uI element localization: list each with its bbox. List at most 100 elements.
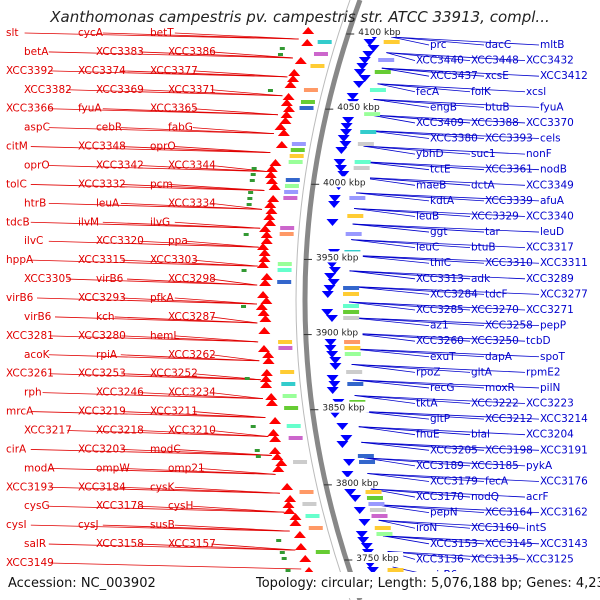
gene-label-right: leuD <box>540 226 564 238</box>
feature-marker <box>276 539 282 542</box>
gene-label-right: dapA <box>485 351 513 363</box>
label-connector-right <box>381 67 485 77</box>
gene-label-right: XCC3289 <box>526 273 574 285</box>
kbp-label-bg <box>335 101 385 113</box>
label-connector-right <box>349 317 540 326</box>
reverse-gene-arrow <box>337 171 350 178</box>
forward-gene-arrow <box>275 459 288 466</box>
gene-label-left: modC <box>150 443 181 455</box>
label-connector-left <box>48 240 259 248</box>
feature-box <box>365 490 382 494</box>
label-connector-right <box>391 36 540 46</box>
feature-box <box>343 304 360 308</box>
gene-label-right: prc <box>430 39 447 51</box>
feature-box <box>302 502 317 506</box>
gene-label-right: fyuA <box>540 101 564 113</box>
label-connector-left <box>30 411 266 418</box>
gene-label-left: XCC3374 <box>78 65 126 77</box>
forward-gene-arrow <box>275 141 288 148</box>
gene-label-right: afuA <box>540 195 565 207</box>
genome-backbone-inner <box>295 0 351 600</box>
gene-label-left: cebR <box>96 122 122 134</box>
label-connector-right <box>364 457 471 467</box>
gene-label-left: rpiA <box>96 349 118 361</box>
gene-label-left: XCC3281 <box>6 330 54 342</box>
gene-label-right: XCC3198 <box>485 444 533 456</box>
gene-label-left: XCC3371 <box>168 84 216 96</box>
label-connector-left <box>193 70 288 78</box>
label-connector-right <box>370 488 526 498</box>
forward-gene-arrow <box>289 519 302 526</box>
reverse-gene-arrow <box>329 411 342 418</box>
label-connector-left <box>48 51 293 59</box>
feature-track <box>241 27 404 574</box>
label-connector-left <box>121 184 265 191</box>
gene-label-right: thiC <box>430 257 451 269</box>
gene-label-right: leuC <box>416 242 439 254</box>
feature-box <box>288 160 303 164</box>
gene-label-right: XCC3136 <box>416 553 464 565</box>
feature-box <box>369 88 386 92</box>
label-connector-right <box>363 145 526 155</box>
label-connector-left <box>30 259 258 267</box>
gene-label-right: blal <box>471 429 490 441</box>
label-connector-left <box>49 335 259 343</box>
gene-label-right: XCC3284 <box>430 288 478 300</box>
feature-box <box>280 226 295 230</box>
gene-label-left: kch <box>96 311 115 323</box>
label-connector-left <box>174 449 272 456</box>
label-connector-left <box>174 335 259 343</box>
feature-box <box>315 550 330 554</box>
label-connector-left <box>121 411 266 418</box>
label-connector-left <box>174 146 271 153</box>
forward-gene-arrow <box>302 27 315 34</box>
label-connector-left <box>30 184 265 191</box>
feature-box <box>278 340 293 344</box>
gene-label-left: aspC <box>24 122 50 134</box>
forward-gene-arrow <box>262 357 275 364</box>
label-connector-left <box>139 392 263 400</box>
feature-box <box>387 568 404 572</box>
kbp-label: 4050 kbp <box>337 103 380 113</box>
feature-box <box>291 142 306 146</box>
gene-label-right: pykA <box>526 460 553 472</box>
label-connector-left <box>211 543 296 551</box>
label-connector-right <box>361 441 430 451</box>
feature-box <box>277 280 292 284</box>
forward-gene-arrow <box>272 465 285 472</box>
label-connector-right <box>349 270 416 280</box>
feature-box <box>279 232 294 236</box>
reverse-gene-arrow <box>333 159 346 166</box>
reverse-gene-arrow <box>355 531 368 538</box>
gene-label-left: virB6 <box>6 292 34 304</box>
gene-label-left: cysI <box>6 519 27 531</box>
gene-label-left: virB6 <box>24 311 52 323</box>
reverse-gene-arrow <box>358 519 371 526</box>
gene-label-left: mrcA <box>6 406 34 418</box>
label-connector-right <box>352 379 430 389</box>
label-connector-left <box>121 486 280 494</box>
feature-box <box>378 58 395 62</box>
feature-box <box>345 232 362 236</box>
gene-label-left: XCC3217 <box>24 425 72 437</box>
forward-gene-arrow <box>262 351 275 358</box>
label-connector-right <box>361 441 540 451</box>
kbp-label: 3750 kbp <box>356 554 399 564</box>
forward-gene-arrow <box>255 303 268 310</box>
gene-label-right: intS <box>526 522 547 534</box>
reverse-gene-arrow <box>326 387 339 394</box>
label-connector-left <box>54 316 258 324</box>
gene-label-left: ppa <box>168 235 188 247</box>
gene-label-right: XCC3260 <box>416 335 464 347</box>
gene-label-right: XCC3311 <box>540 257 588 269</box>
gene-label-left: XCC3149 <box>6 557 54 569</box>
label-connector-left <box>211 278 258 286</box>
reverse-gene-arrow <box>340 435 353 442</box>
gene-label-right: fecA <box>485 475 509 487</box>
kbp-label: 3850 kbp <box>322 404 365 414</box>
gene-label-right: XCC3412 <box>540 70 588 82</box>
forward-gene-arrow <box>260 369 273 376</box>
gene-label-left: XCC3157 <box>168 538 216 550</box>
gene-label-right: tdcF <box>485 288 508 300</box>
gene-label-left: virB6 <box>96 273 124 285</box>
